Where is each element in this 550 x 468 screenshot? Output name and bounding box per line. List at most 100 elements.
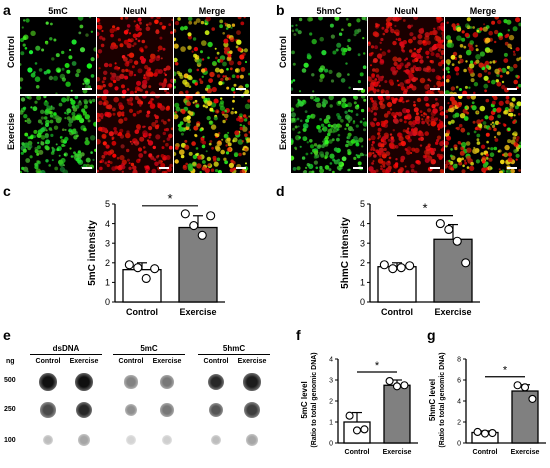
- blot-dot: [160, 403, 174, 417]
- data-point: [396, 263, 406, 273]
- data-point: [405, 261, 415, 271]
- amount-500: 500: [4, 377, 16, 384]
- row-label-exercise-b: Exercise: [278, 112, 288, 150]
- data-point: [352, 426, 362, 435]
- data-point: [488, 428, 497, 438]
- y-axis-label: 5mC level: [300, 381, 309, 418]
- chart-c: 0 1 2 3 4 5 Control Exercise * 5mC intensity: [87, 191, 225, 317]
- column-header-5hmc: 5hmC: [316, 6, 342, 16]
- y-tick-label: 5: [360, 199, 365, 209]
- y-tick-label: 4: [105, 219, 110, 229]
- data-point: [385, 376, 394, 386]
- data-point: [133, 263, 143, 273]
- data-point: [206, 211, 216, 221]
- panel-label-f: f: [296, 327, 301, 343]
- bar-control: [122, 269, 162, 303]
- category-label: Control: [473, 449, 498, 456]
- blot-column-label: Exercise: [237, 358, 267, 365]
- blot-dot: [246, 434, 258, 446]
- blot-column-label: Control: [118, 358, 144, 365]
- blot-column-label: Exercise: [152, 358, 182, 365]
- micrograph-a-r0-c0: [20, 17, 96, 94]
- significance-star: *: [167, 191, 172, 206]
- panel-label-e: e: [3, 327, 11, 343]
- blot-group-label: dsDNA: [52, 344, 80, 353]
- category-label: Exercise: [179, 307, 216, 317]
- data-point: [452, 236, 462, 246]
- micrograph-a-r1-c0: [20, 96, 96, 173]
- row-label-control: Control: [6, 36, 16, 68]
- blot-dot: [40, 402, 56, 418]
- data-point: [461, 258, 471, 268]
- y-tick-label: 2: [457, 419, 461, 426]
- blot-dot: [124, 375, 138, 389]
- micrograph-b-r1-c2: [445, 96, 521, 173]
- data-point: [150, 264, 160, 274]
- blot-group-underline: [113, 354, 185, 355]
- blot-dot: [78, 434, 90, 446]
- data-point: [379, 260, 389, 270]
- blot-dot: [160, 375, 174, 389]
- y-tick-label: 3: [360, 238, 365, 248]
- micrograph-b-r0-c2: [445, 17, 521, 94]
- panel-label-c: c: [3, 183, 11, 199]
- y-axis-label-2: (Ratio to total genomic DNA): [439, 352, 446, 447]
- micrograph-a-r1-c1: [97, 96, 173, 173]
- category-label: Control: [126, 307, 158, 317]
- data-point: [360, 425, 369, 434]
- panel-label-b: b: [276, 2, 285, 18]
- y-tick-label: 8: [457, 356, 461, 363]
- column-header-5mc: 5mC: [48, 6, 68, 16]
- y-tick-label: 1: [329, 419, 333, 426]
- data-point: [435, 219, 445, 229]
- data-point: [513, 381, 522, 390]
- blot-column-label: Exercise: [69, 358, 99, 365]
- data-point: [473, 427, 482, 437]
- category-label: Control: [381, 307, 413, 317]
- y-axis-label: 5hmC intensity: [340, 217, 351, 289]
- bar-exercise: [178, 226, 218, 303]
- amount-100: 100: [4, 437, 16, 444]
- y-tick-label: 1: [360, 278, 365, 288]
- y-tick-label: 2: [329, 398, 333, 405]
- column-header-merge: Merge: [198, 6, 226, 16]
- data-point: [400, 381, 409, 390]
- y-tick-label: 4: [360, 219, 365, 229]
- y-tick-label: 6: [457, 377, 461, 384]
- blot-group-underline: [198, 354, 270, 355]
- blot-dot: [75, 401, 93, 419]
- y-axis-label: 5hmC level: [428, 379, 437, 421]
- significance-star: *: [375, 360, 380, 372]
- micrograph-b-r0-c1: [368, 17, 444, 94]
- blot-dot: [161, 434, 173, 446]
- blot-dot: [210, 434, 222, 446]
- category-label: Exercise: [383, 449, 412, 456]
- y-tick-label: 5: [105, 199, 110, 209]
- row-label-control-b: Control: [278, 36, 288, 68]
- micrograph-a-r0-c1: [97, 17, 173, 94]
- blot-dot: [42, 434, 54, 446]
- y-axis-label: 5mC intensity: [87, 220, 98, 286]
- category-label: Control: [345, 449, 370, 456]
- data-point: [480, 429, 490, 438]
- data-point: [124, 260, 134, 270]
- bar-exercise: [433, 238, 473, 303]
- blot-group-label: 5hmC: [222, 344, 246, 353]
- y-tick-label: 2: [105, 258, 110, 268]
- micrograph-a-r0-c2: [174, 17, 250, 94]
- y-axis-label-2: (Ratio to total genomic DNA): [311, 352, 318, 447]
- chart-d: 0 1 2 3 4 5 Control Exercise * 5hmC intensity: [340, 199, 480, 317]
- blot-dot: [75, 373, 93, 391]
- micrograph-b-r0-c0: [291, 17, 367, 94]
- data-point: [392, 382, 402, 391]
- micrograph-b-r1-c0: [291, 96, 367, 173]
- y-tick-label: 0: [360, 297, 365, 307]
- y-tick-label: 3: [329, 377, 333, 384]
- micrograph-b-r1-c1: [368, 96, 444, 173]
- y-tick-label: 0: [457, 440, 461, 447]
- column-header-neun: NeuN: [123, 6, 147, 16]
- panel-label-a: a: [3, 2, 11, 18]
- data-point: [197, 230, 207, 240]
- data-point: [388, 264, 398, 274]
- panel-label-g: g: [427, 327, 436, 343]
